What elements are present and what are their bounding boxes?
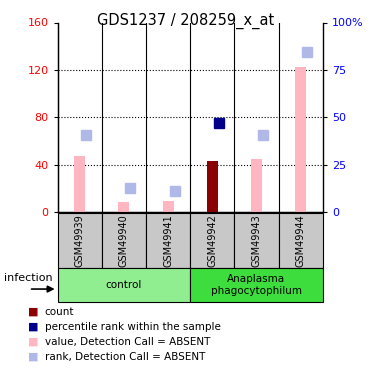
Bar: [162, 201, 174, 212]
Text: GSM49943: GSM49943: [252, 214, 262, 267]
Text: GSM49940: GSM49940: [119, 214, 129, 267]
Text: GSM49944: GSM49944: [296, 214, 306, 267]
Bar: [234, 213, 279, 268]
Text: GDS1237 / 208259_x_at: GDS1237 / 208259_x_at: [97, 13, 274, 29]
Bar: [74, 156, 85, 212]
Bar: [118, 202, 129, 212]
Bar: [58, 213, 102, 268]
Text: ■: ■: [28, 337, 38, 347]
Text: control: control: [106, 280, 142, 290]
Text: ■: ■: [28, 322, 38, 332]
Bar: [207, 161, 218, 212]
Text: infection: infection: [4, 273, 52, 283]
Text: GSM49939: GSM49939: [75, 214, 85, 267]
Text: ■: ■: [28, 307, 38, 317]
Text: percentile rank within the sample: percentile rank within the sample: [45, 322, 220, 332]
Bar: [146, 213, 190, 268]
Text: GSM49941: GSM49941: [163, 214, 173, 267]
Bar: [190, 268, 323, 302]
Bar: [190, 213, 234, 268]
Bar: [295, 68, 306, 212]
Text: GSM49942: GSM49942: [207, 214, 217, 267]
Bar: [279, 213, 323, 268]
Bar: [251, 159, 262, 212]
Text: count: count: [45, 307, 74, 317]
Text: ■: ■: [28, 352, 38, 362]
Bar: [58, 268, 190, 302]
Text: value, Detection Call = ABSENT: value, Detection Call = ABSENT: [45, 337, 210, 347]
Text: rank, Detection Call = ABSENT: rank, Detection Call = ABSENT: [45, 352, 205, 362]
Text: Anaplasma
phagocytophilum: Anaplasma phagocytophilum: [211, 274, 302, 296]
Bar: [102, 213, 146, 268]
